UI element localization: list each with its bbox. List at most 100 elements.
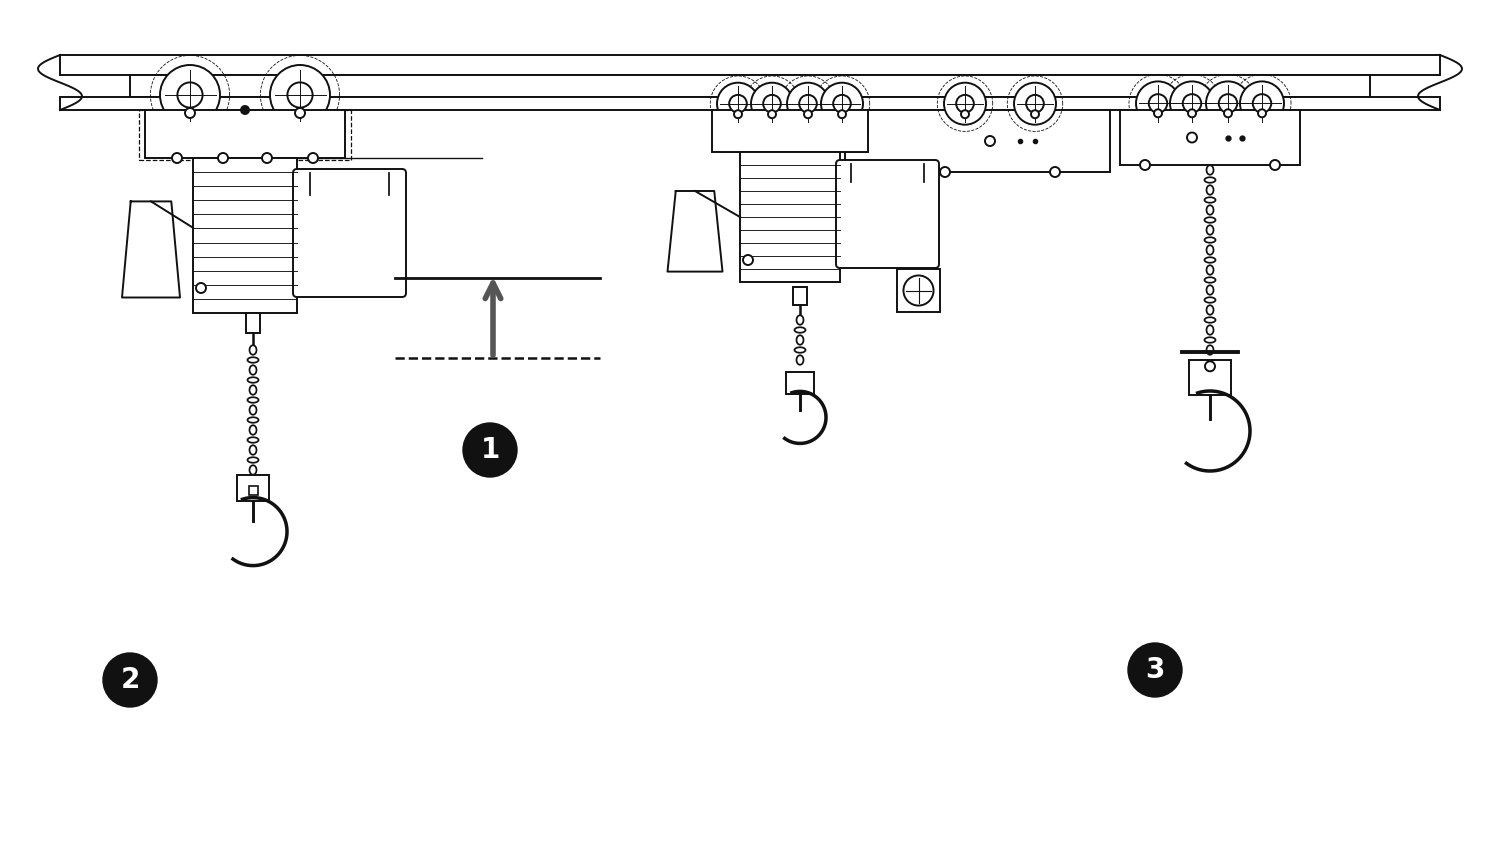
Ellipse shape (248, 437, 258, 443)
Ellipse shape (248, 357, 258, 363)
Circle shape (172, 153, 182, 163)
Circle shape (296, 108, 304, 118)
Ellipse shape (1204, 217, 1215, 223)
Ellipse shape (249, 405, 256, 415)
Bar (844, 110, 1110, 172)
Bar (794, 287, 807, 305)
Circle shape (1184, 94, 1202, 113)
Ellipse shape (796, 315, 804, 324)
Circle shape (956, 95, 974, 113)
Ellipse shape (249, 465, 256, 475)
Circle shape (1206, 81, 1249, 125)
Ellipse shape (1206, 346, 1214, 355)
Bar (194, 158, 297, 313)
FancyBboxPatch shape (836, 160, 939, 268)
Circle shape (1050, 167, 1060, 177)
Circle shape (1136, 81, 1180, 125)
Circle shape (1030, 110, 1039, 119)
Circle shape (839, 110, 846, 119)
Circle shape (903, 275, 933, 306)
Circle shape (1188, 109, 1196, 117)
Bar (246, 313, 259, 333)
Circle shape (986, 136, 994, 146)
Circle shape (1220, 94, 1238, 113)
Circle shape (104, 653, 158, 707)
Ellipse shape (1204, 297, 1215, 302)
Ellipse shape (248, 377, 258, 383)
Circle shape (308, 153, 318, 163)
Circle shape (217, 153, 228, 163)
Circle shape (768, 110, 776, 119)
Ellipse shape (249, 385, 256, 395)
Circle shape (1128, 643, 1182, 697)
Circle shape (1224, 109, 1232, 117)
Bar (237, 475, 268, 501)
Ellipse shape (1204, 177, 1215, 183)
Ellipse shape (796, 335, 804, 345)
Ellipse shape (1206, 265, 1214, 274)
Circle shape (1154, 109, 1162, 117)
Circle shape (788, 83, 830, 125)
Circle shape (1186, 132, 1197, 142)
Ellipse shape (1204, 277, 1215, 283)
Text: 2: 2 (120, 666, 140, 694)
Circle shape (1140, 160, 1150, 170)
Ellipse shape (1206, 305, 1214, 315)
Circle shape (1149, 94, 1167, 113)
Ellipse shape (249, 365, 256, 374)
Circle shape (464, 423, 518, 477)
Circle shape (764, 95, 782, 113)
Ellipse shape (1206, 165, 1214, 174)
Bar (1120, 110, 1300, 165)
Text: 1: 1 (480, 436, 500, 464)
Ellipse shape (1206, 246, 1214, 255)
Ellipse shape (1204, 337, 1215, 343)
Ellipse shape (249, 346, 256, 355)
FancyBboxPatch shape (292, 169, 406, 297)
Bar (897, 269, 940, 312)
Ellipse shape (1204, 318, 1215, 323)
Ellipse shape (1204, 257, 1215, 263)
Circle shape (1170, 81, 1214, 125)
Ellipse shape (1206, 205, 1214, 215)
Circle shape (742, 255, 753, 265)
Ellipse shape (1204, 197, 1215, 202)
Ellipse shape (248, 418, 258, 423)
Circle shape (1252, 94, 1270, 113)
Circle shape (1258, 109, 1266, 117)
Bar (60, 97, 1440, 110)
Ellipse shape (1206, 225, 1214, 235)
Bar (249, 486, 258, 495)
Bar (140, 110, 351, 160)
Circle shape (734, 110, 742, 119)
Ellipse shape (248, 457, 258, 462)
Circle shape (821, 83, 862, 125)
Ellipse shape (248, 397, 258, 403)
Circle shape (717, 83, 759, 125)
Circle shape (262, 153, 272, 163)
Ellipse shape (249, 446, 256, 455)
Ellipse shape (1206, 325, 1214, 335)
Bar (786, 372, 814, 394)
Circle shape (1270, 160, 1280, 170)
Bar (712, 110, 868, 152)
Ellipse shape (1206, 285, 1214, 295)
Circle shape (800, 95, 818, 113)
Ellipse shape (795, 327, 806, 333)
Circle shape (270, 65, 330, 125)
Ellipse shape (796, 355, 804, 365)
Circle shape (752, 83, 794, 125)
Text: 3: 3 (1146, 656, 1164, 684)
Circle shape (944, 83, 986, 125)
Circle shape (804, 110, 812, 119)
Ellipse shape (795, 347, 806, 352)
Circle shape (1026, 95, 1044, 113)
Bar (146, 110, 345, 158)
Bar (1190, 360, 1231, 395)
Bar (60, 55, 1440, 75)
Ellipse shape (1206, 185, 1214, 195)
Ellipse shape (249, 425, 256, 435)
Circle shape (729, 95, 747, 113)
Bar (740, 152, 840, 282)
Circle shape (940, 167, 950, 177)
